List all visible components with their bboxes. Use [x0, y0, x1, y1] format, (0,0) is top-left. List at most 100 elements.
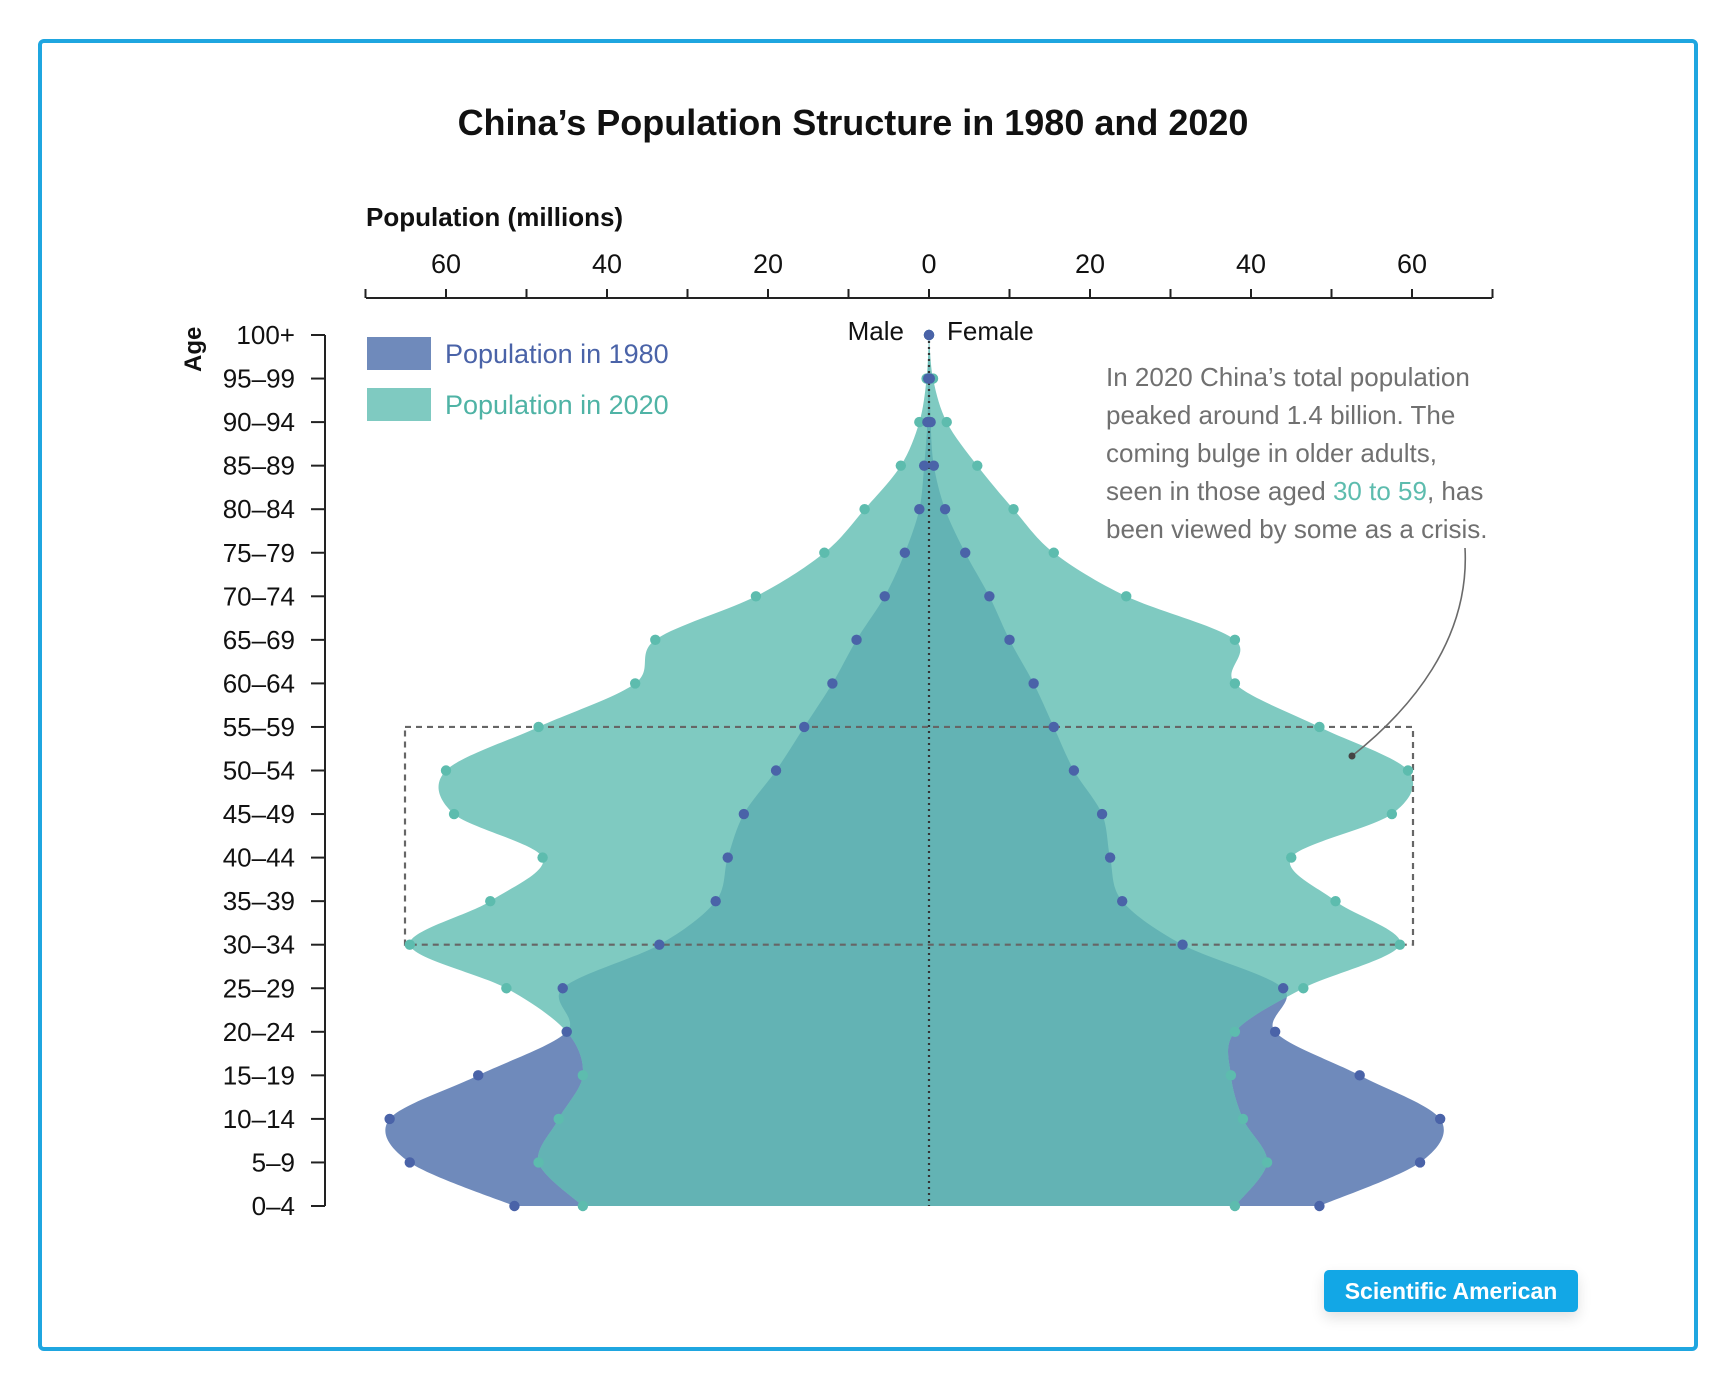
y-tick-label: 30–34	[223, 930, 295, 960]
point-1980-male	[722, 852, 733, 863]
point-2020-male	[533, 1157, 544, 1168]
point-2020-male	[533, 721, 544, 733]
point-2020-female	[941, 416, 952, 428]
point-2020-male	[859, 504, 870, 515]
annotation-line-4-before: seen in those aged	[1106, 476, 1333, 506]
point-2020-male	[404, 939, 415, 950]
point-2020-male	[819, 547, 830, 558]
point-1980-female	[984, 591, 995, 602]
y-tick-label: 90–94	[223, 407, 295, 437]
point-1980-female	[925, 416, 936, 428]
point-2020-male	[650, 634, 661, 646]
y-tick-label: 95–99	[223, 364, 295, 394]
point-1980-male	[914, 504, 925, 515]
y-tick-label: 15–19	[223, 1060, 295, 1090]
point-1980-male	[710, 895, 721, 907]
x-axis-label: Population (millions)	[366, 202, 623, 232]
point-1980-female	[1177, 939, 1188, 950]
point-1980-female	[1096, 808, 1108, 820]
y-tick-label: 85–89	[223, 451, 295, 481]
annotation-line-1: In 2020 China’s total population	[1106, 362, 1470, 392]
point-1980-male	[918, 460, 930, 471]
y-tick-label: 25–29	[223, 973, 295, 1003]
source-badge[interactable]: Scientific American	[1324, 1270, 1578, 1312]
point-1980-male	[799, 721, 810, 733]
y-tick-label: 50–54	[223, 756, 295, 786]
y-tick-label: 10–14	[223, 1104, 295, 1134]
point-2020-male	[448, 808, 460, 820]
point-1980-female	[928, 460, 940, 471]
male-label: Male	[848, 316, 904, 346]
point-2020-female	[1229, 634, 1241, 646]
point-2020-male	[914, 416, 925, 428]
point-2020-female	[1229, 678, 1241, 689]
annotation-line-4: seen in those aged 30 to 59, has	[1106, 476, 1483, 506]
y-tick-label: 40–44	[223, 843, 295, 873]
point-2020-female	[1402, 765, 1414, 776]
point-1980-male	[851, 634, 862, 646]
y-tick-label: 100+	[236, 320, 295, 350]
x-tick-label: 0	[921, 249, 936, 279]
point-1980-male	[827, 678, 838, 689]
annotation-line-3: coming bulge in older adults,	[1106, 438, 1437, 468]
y-tick-label: 75–79	[223, 538, 295, 568]
point-1980-female	[1104, 852, 1116, 863]
y-tick-label: 35–39	[223, 886, 295, 916]
point-2020-male	[577, 1200, 589, 1212]
point-1980-female	[1278, 983, 1289, 994]
y-tick-label: 0–4	[252, 1191, 295, 1221]
point-2020-male	[537, 852, 548, 863]
point-2020-female	[1237, 1113, 1249, 1125]
chart-title: China’s Population Structure in 1980 and…	[458, 102, 1249, 143]
point-1980-female	[1314, 1200, 1325, 1212]
point-2020-female	[1229, 1026, 1241, 1038]
point-2020-female	[1225, 1070, 1237, 1081]
point-2020-male	[895, 460, 907, 471]
point-1980-male	[879, 591, 890, 602]
x-tick-label: 60	[1397, 249, 1427, 279]
y-axis-label: Age	[180, 327, 207, 372]
legend-swatch-2020	[367, 388, 431, 421]
point-1980-female	[1004, 634, 1015, 646]
point-1980-female	[1117, 895, 1128, 907]
y-tick-label: 20–24	[223, 1017, 295, 1047]
point-1980-female	[1414, 1157, 1426, 1168]
annotation-line-5: been viewed by some as a crisis.	[1106, 514, 1488, 544]
point-1980-female	[1028, 678, 1039, 689]
point-1980-male	[738, 808, 750, 820]
point-1980-male	[404, 1157, 415, 1168]
y-tick-label: 45–49	[223, 799, 295, 829]
point-2020-female	[1386, 808, 1398, 820]
point-1980-female	[923, 329, 935, 341]
point-1980-male	[561, 1026, 572, 1038]
point-1980-female	[1068, 765, 1080, 776]
point-2020-female	[1286, 852, 1297, 863]
point-1980-male	[384, 1113, 395, 1125]
point-1980-female	[1048, 721, 1059, 733]
x-tick-label: 20	[753, 249, 783, 279]
point-2020-male	[577, 1070, 589, 1081]
female-label: Female	[947, 316, 1034, 346]
area-overlap	[409, 335, 1414, 1206]
annotation-leader-dot	[1348, 752, 1356, 760]
point-2020-male	[440, 765, 452, 776]
point-2020-female	[1394, 939, 1406, 950]
annotation-line-2: peaked around 1.4 billion. The	[1106, 400, 1455, 430]
point-1980-female	[939, 504, 951, 515]
point-2020-male	[629, 678, 641, 689]
x-tick-label: 60	[431, 249, 461, 279]
x-tick-label: 40	[1236, 249, 1266, 279]
y-tick-label: 65–69	[223, 625, 295, 655]
point-2020-female	[1008, 504, 1019, 515]
point-1980-female	[1434, 1113, 1446, 1125]
point-2020-female	[1261, 1157, 1273, 1168]
point-2020-female	[1048, 547, 1059, 558]
point-1980-male	[557, 983, 568, 994]
y-tick-label: 55–59	[223, 712, 295, 742]
point-1980-female	[960, 547, 971, 558]
annotation-line-4-after: , has	[1427, 476, 1483, 506]
point-1980-female	[1269, 1026, 1281, 1038]
point-1980-male	[473, 1070, 484, 1081]
point-1980-female	[1354, 1070, 1365, 1081]
